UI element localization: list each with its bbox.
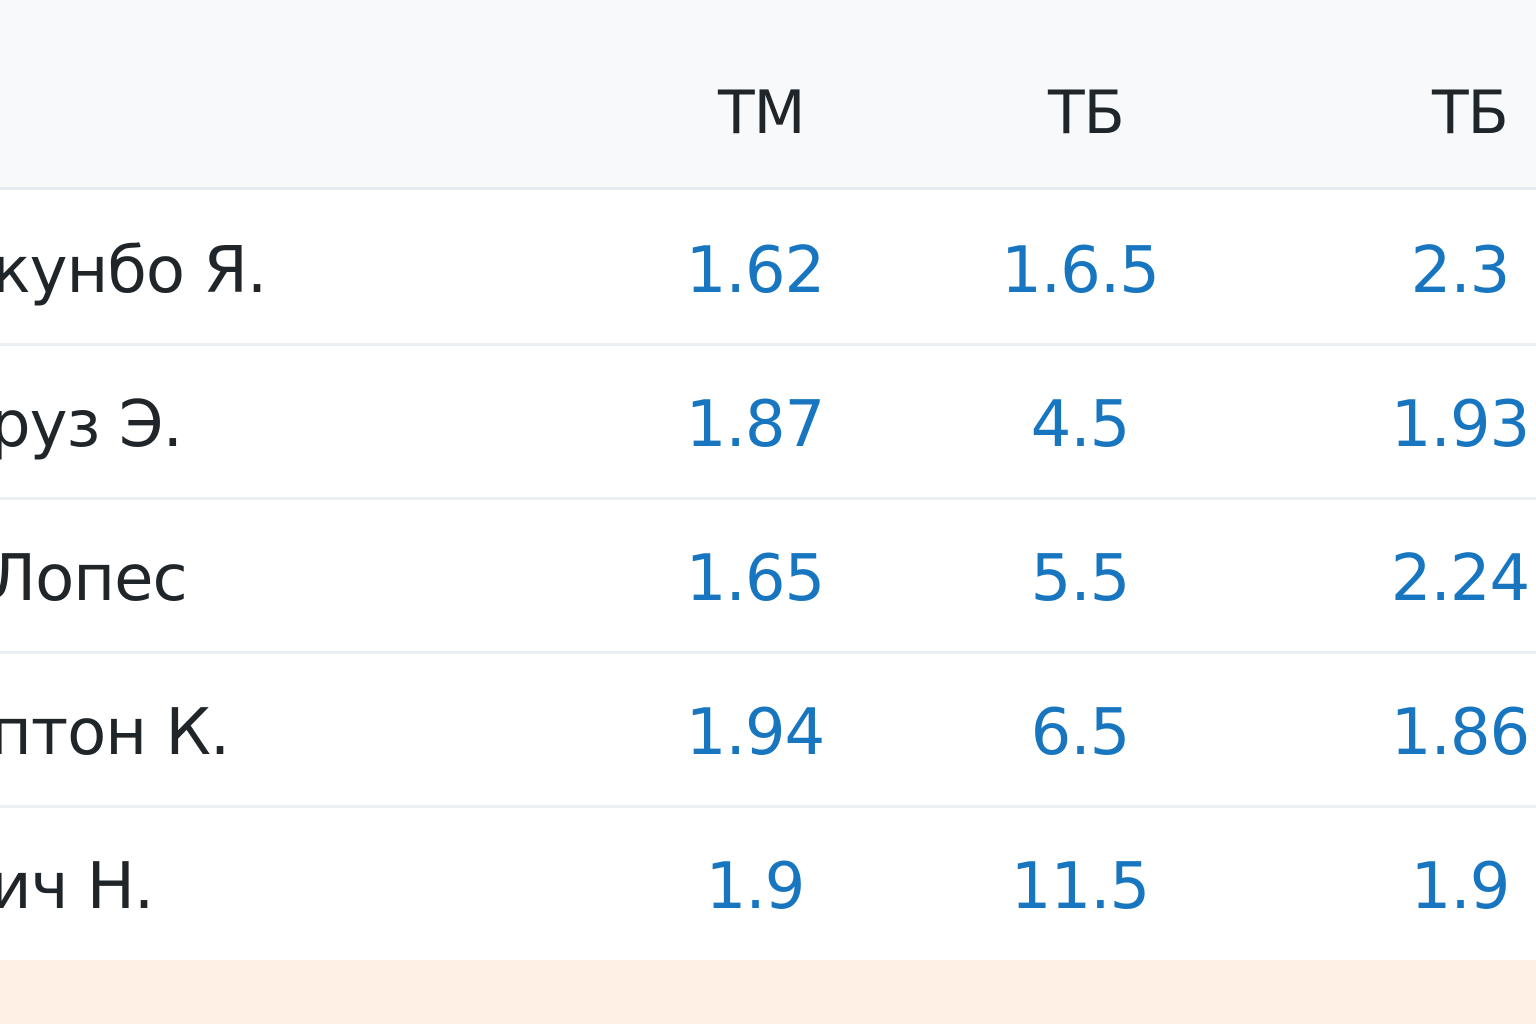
column-header-tb-2: ТБ bbox=[1432, 78, 1509, 148]
player-name: ич Н. bbox=[0, 850, 154, 924]
player-name: Лопес bbox=[0, 542, 188, 616]
odd-button[interactable]: 2.3 bbox=[1410, 234, 1511, 308]
odd-button[interactable]: 6.5 bbox=[1030, 696, 1131, 770]
odd-button[interactable]: 4.5 bbox=[1030, 388, 1131, 462]
table-row: руз Э. 1.87 4.5 1.93 bbox=[0, 346, 1536, 500]
table-row: птон К. 1.94 6.5 1.86 bbox=[0, 654, 1536, 808]
odd-button[interactable]: 1.9 bbox=[1410, 850, 1511, 924]
odd-button[interactable]: 1.86 bbox=[1390, 696, 1531, 770]
table-header: ТМ ТБ ТБ bbox=[0, 0, 1536, 190]
odd-button[interactable]: 1.9 bbox=[705, 850, 806, 924]
odd-button[interactable]: 1.94 bbox=[685, 696, 826, 770]
odd-button[interactable]: 11.5 bbox=[1010, 850, 1151, 924]
odd-button[interactable]: 1.6.5 bbox=[1001, 234, 1160, 308]
column-header-tm: ТМ bbox=[718, 78, 805, 148]
odds-table: ТМ ТБ ТБ кунбо Я. 1.62 1.6.5 2.3 руз Э. … bbox=[0, 0, 1536, 960]
odd-button[interactable]: 1.65 bbox=[685, 542, 826, 616]
player-name: птон К. bbox=[0, 696, 230, 770]
column-header-tb: ТБ bbox=[1048, 78, 1125, 148]
player-name: кунбо Я. bbox=[0, 234, 267, 308]
table-row: ич Н. 1.9 11.5 1.9 bbox=[0, 808, 1536, 960]
table-row: кунбо Я. 1.62 1.6.5 2.3 bbox=[0, 192, 1536, 346]
player-name: руз Э. bbox=[0, 388, 183, 462]
table-row: Лопес 1.65 5.5 2.24 bbox=[0, 500, 1536, 654]
odd-button[interactable]: 1.93 bbox=[1390, 388, 1531, 462]
odd-button[interactable]: 5.5 bbox=[1030, 542, 1131, 616]
footer-band bbox=[0, 960, 1536, 1024]
odd-button[interactable]: 1.87 bbox=[685, 388, 826, 462]
odd-button[interactable]: 1.62 bbox=[685, 234, 826, 308]
odd-button[interactable]: 2.24 bbox=[1390, 542, 1531, 616]
